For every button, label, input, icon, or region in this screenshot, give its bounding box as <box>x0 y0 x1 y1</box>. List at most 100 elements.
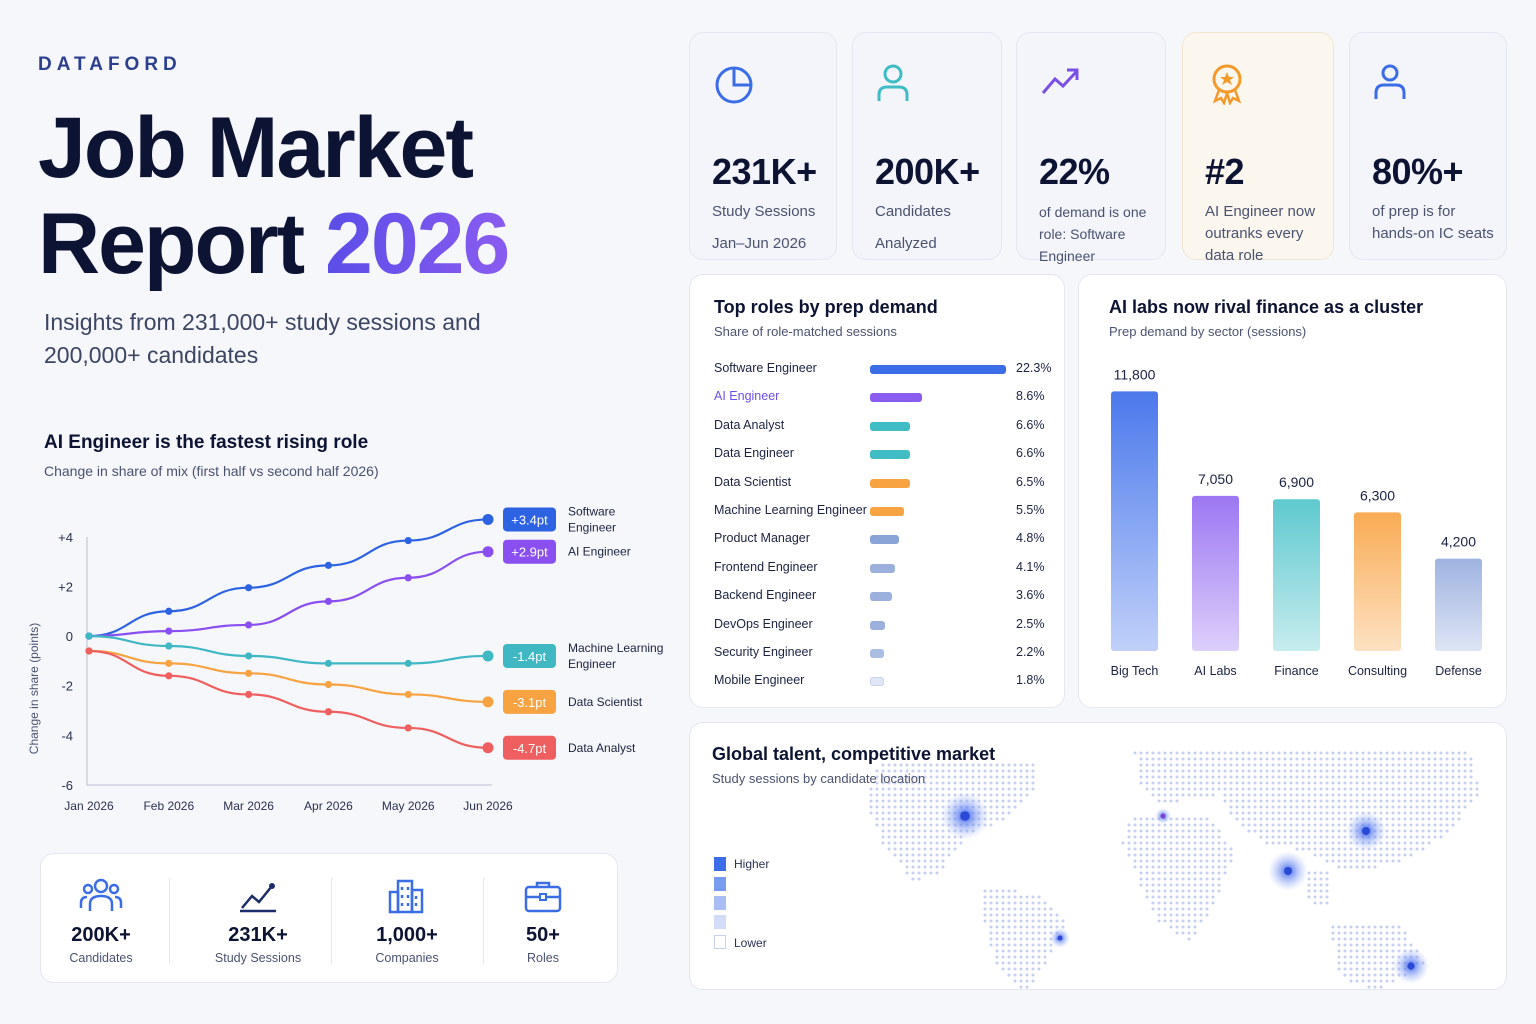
title-year: 2026 <box>325 196 510 292</box>
role-row: Frontend Engineer 4.1% <box>714 558 1064 578</box>
role-bar <box>870 535 900 545</box>
kpi-label-2: Jan–Jun 2026 <box>712 235 807 252</box>
x-tick-label: Mar 2026 <box>223 799 274 813</box>
bar-category-label: Consulting <box>1348 664 1407 678</box>
data-point <box>482 742 494 754</box>
data-point <box>324 708 332 716</box>
data-point <box>404 574 412 582</box>
role-row: Product Manager 4.8% <box>714 529 1064 549</box>
role-name: Frontend Engineer <box>714 559 818 574</box>
stat-label: Study Sessions <box>214 951 302 965</box>
stats-strip: 200K+ Candidates 231K+ Study Sessions 1,… <box>40 853 618 983</box>
series-change-label: +3.4pt <box>511 512 548 527</box>
x-tick-label: Feb 2026 <box>143 799 194 813</box>
y-tick-label: +2 <box>58 579 73 594</box>
series-badge <box>503 539 556 564</box>
role-name: Data Analyst <box>714 417 785 432</box>
stat-value: 200K+ <box>71 924 131 946</box>
kpi-card-candidates: 200K+ Candidates Analyzed <box>852 32 1002 260</box>
role-name: Mobile Engineer <box>714 673 805 688</box>
data-point <box>324 659 332 667</box>
role-name: Software Engineer <box>714 361 817 375</box>
role-value: 8.6% <box>1016 389 1045 404</box>
kpi-card-sessions: 231K+ Study Sessions Jan–Jun 2026 <box>689 32 837 260</box>
role-row: Security Engineer 2.2% <box>714 643 1064 663</box>
bar-big-tech <box>1111 391 1158 651</box>
stat-label: Roles <box>527 951 559 965</box>
role-bar <box>870 421 911 431</box>
series-name-label: Engineer <box>568 520 616 534</box>
role-bar <box>870 563 895 573</box>
legend-swatch <box>714 877 726 891</box>
stat-label: Candidates <box>69 951 133 965</box>
hotspot-dot <box>1407 962 1415 970</box>
bar-consulting <box>1354 512 1401 651</box>
data-point <box>85 647 93 655</box>
series-line <box>88 634 489 665</box>
roles-panel: Top roles by prep demand Share of role-m… <box>689 274 1065 708</box>
title-line-1: Job Market <box>38 100 474 196</box>
hotspot-dot <box>1057 935 1063 941</box>
kpi-label: of prep is for hands-on IC seats <box>1372 203 1494 242</box>
kpi-label: Candidates <box>875 203 951 220</box>
role-bar <box>870 649 884 658</box>
kpi-card-rank: #2 AI Engineer now outranks every data r… <box>1182 32 1334 264</box>
bar-value-label: 4,200 <box>1441 534 1476 550</box>
bar-value-label: 6,300 <box>1360 487 1395 503</box>
legend-swatch-high <box>714 857 726 871</box>
stat-label: Companies <box>375 951 439 965</box>
series-name-label: AI Engineer <box>568 545 631 559</box>
stat-value: 231K+ <box>228 924 288 946</box>
y-tick-label: 0 <box>66 629 73 644</box>
hotspot-dot <box>1284 867 1292 875</box>
data-point <box>85 632 93 640</box>
axis-line <box>86 536 492 786</box>
role-name: DevOps Engineer <box>714 616 813 631</box>
map-panel: Global talent, competitive market Study … <box>689 722 1507 990</box>
sector-title: AI labs now rival finance as a cluster <box>1109 297 1424 317</box>
role-name: Data Engineer <box>714 446 794 461</box>
data-point <box>404 536 412 545</box>
x-tick-label: Jan 2026 <box>64 799 114 813</box>
role-value: 1.8% <box>1016 673 1045 688</box>
data-point <box>324 597 332 605</box>
role-value: 3.6% <box>1016 588 1045 603</box>
stat-value: 50+ <box>526 924 560 946</box>
data-point <box>482 546 494 558</box>
y-tick-label: +4 <box>58 530 73 545</box>
divider <box>483 878 484 964</box>
role-row: AI Engineer 8.6% <box>714 387 1064 407</box>
kpi-label: Study Sessions <box>712 203 816 220</box>
role-value: 22.3% <box>1016 361 1052 375</box>
stat-value: 1,000+ <box>376 924 438 946</box>
role-name: AI Engineer <box>714 389 780 404</box>
series-change-label: -4.7pt <box>513 741 547 756</box>
role-name: Security Engineer <box>714 645 813 659</box>
series-line <box>88 649 489 749</box>
data-point <box>165 659 173 667</box>
kpi-value: 80%+ <box>1372 151 1464 192</box>
role-value: 2.5% <box>1016 616 1045 631</box>
bar-ai-labs <box>1192 495 1239 651</box>
legend-low-label: Lower <box>734 936 767 950</box>
person-icon <box>1374 64 1406 99</box>
kpi-value: 200K+ <box>875 151 980 192</box>
role-name: Machine Learning Engineer <box>714 503 867 517</box>
sector-subtitle: Prep demand by sector (sessions) <box>1109 324 1307 339</box>
hotspot-dot <box>960 811 970 821</box>
map-dots <box>869 751 1479 989</box>
roles-subtitle: Share of role-matched sessions <box>714 324 897 339</box>
legend-swatch-low <box>714 935 726 949</box>
series-change-label: +2.9pt <box>511 545 548 560</box>
role-value: 4.8% <box>1016 531 1045 546</box>
trending-up-icon <box>1041 68 1079 94</box>
role-bar <box>870 592 892 602</box>
role-row: Backend Engineer 3.6% <box>714 586 1064 606</box>
kpi-value: #2 <box>1205 151 1245 192</box>
data-point <box>404 659 412 667</box>
role-value: 6.5% <box>1016 474 1045 489</box>
series-line <box>88 550 489 638</box>
x-tick-label: Apr 2026 <box>304 799 353 813</box>
page-title: Job Market Report 2026 <box>38 100 510 292</box>
trend-chart-icon <box>240 883 276 913</box>
